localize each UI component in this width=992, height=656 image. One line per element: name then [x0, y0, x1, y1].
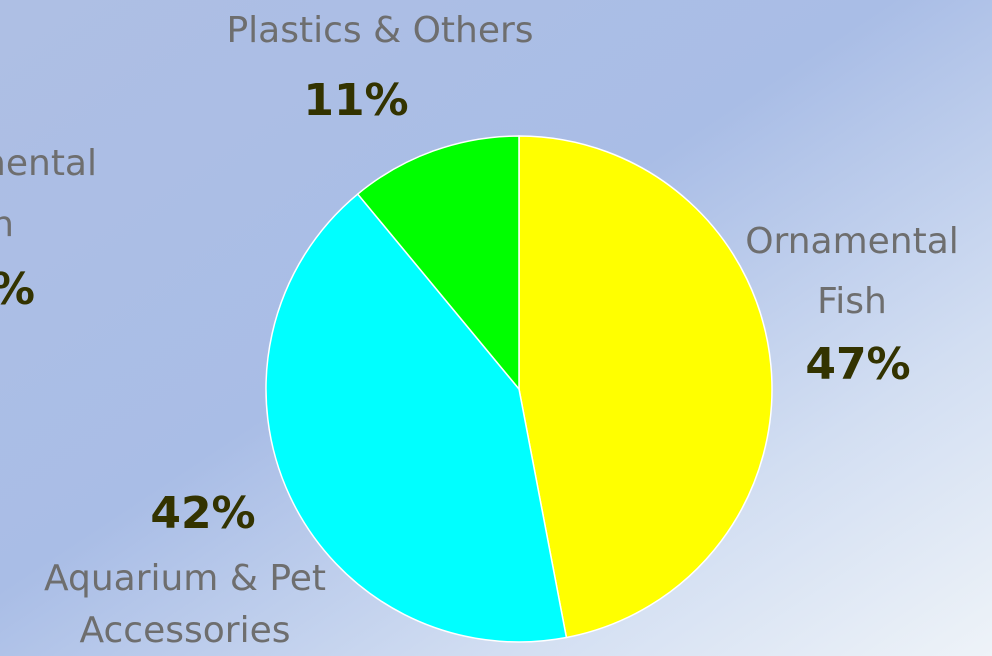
slice-label: Ornamental Fish: [745, 221, 959, 322]
pie-slice: [356, 135, 520, 392]
annotation: Fish: [0, 204, 14, 245]
value-label: 47%: [805, 339, 910, 390]
cropped-label: Ornamental Fish 47%: [0, 143, 97, 315]
pie-slice: [518, 135, 773, 639]
value-label: 11%: [303, 75, 408, 126]
pie-slice: [265, 193, 568, 643]
value-label: 42%: [150, 488, 255, 539]
annotation: 47%: [0, 264, 35, 315]
annotation: Ornamental: [0, 143, 97, 184]
slice-label: Aquarium & Pet Accessories: [44, 558, 326, 651]
slice-label: Plastics & Others: [226, 10, 533, 51]
